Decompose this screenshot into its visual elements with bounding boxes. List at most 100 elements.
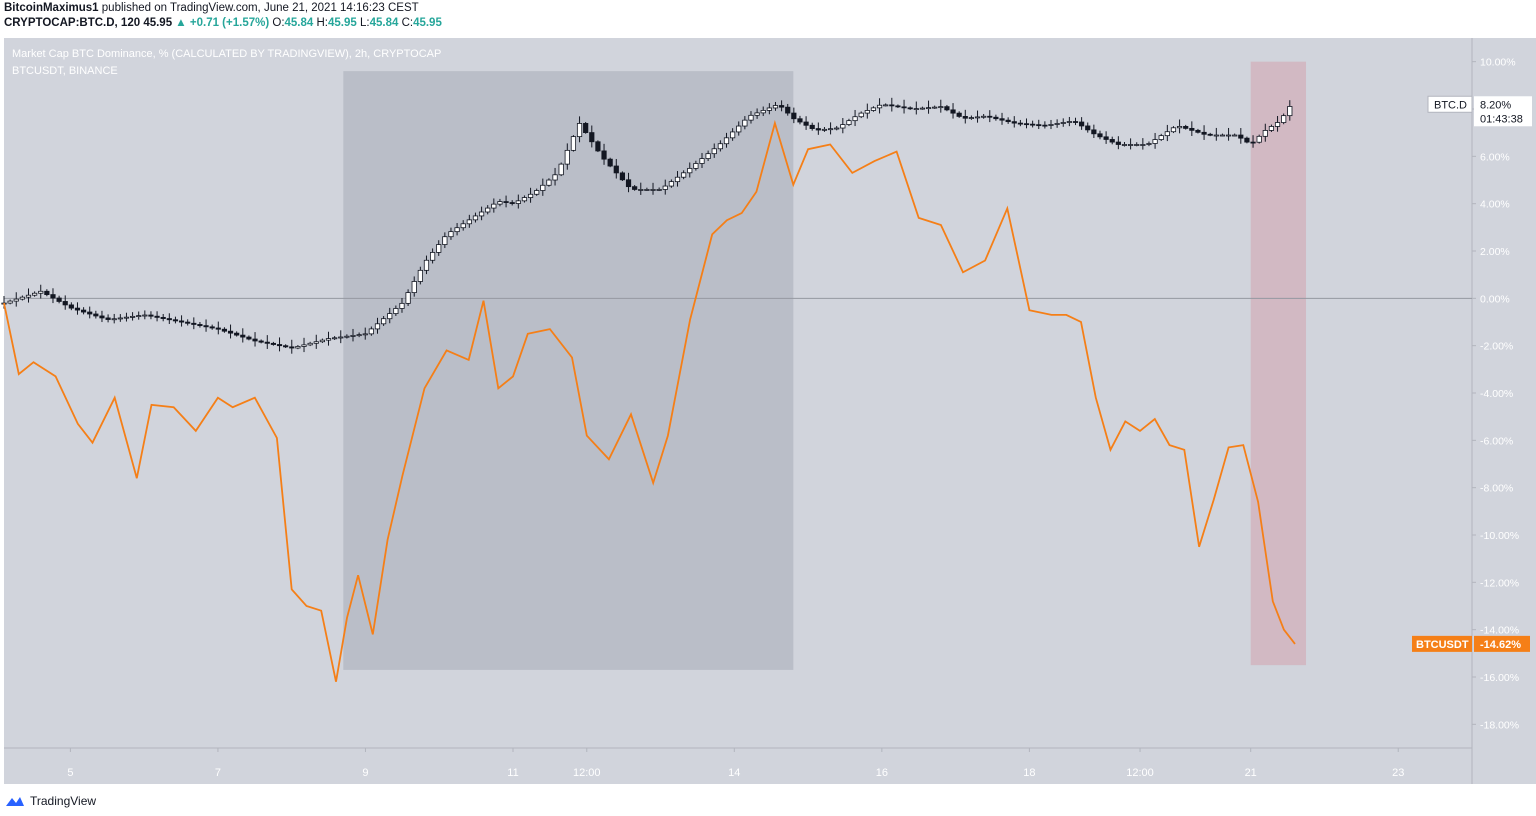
published-text: published on TradingView.com, June 21, 2… xyxy=(101,2,419,14)
btcd-candle-body-17 xyxy=(105,317,111,320)
btcd-candle-body-48 xyxy=(295,346,301,349)
high-label: H: xyxy=(316,17,329,29)
btcd-candle-body-173 xyxy=(1060,122,1066,124)
btcd-candle-body-10 xyxy=(62,301,68,306)
btcd-candle-body-178 xyxy=(1091,129,1097,135)
btcd-candle-body-25 xyxy=(154,315,160,318)
price-chart[interactable]: 10.00%8.00%6.00%4.00%2.00%0.00%-2.00%-4.… xyxy=(0,36,1536,786)
btcd-candle-body-150 xyxy=(919,107,926,110)
x-tick-label-7: 18 xyxy=(1023,767,1035,779)
btcd-candle-body-76 xyxy=(466,219,472,225)
btcd-candle-body-56 xyxy=(344,335,350,338)
btcd-candle-body-37 xyxy=(227,330,234,334)
btcd-candle-body-141 xyxy=(864,110,870,114)
btcd-candle-body-14 xyxy=(87,311,93,315)
tradingview-logo-icon xyxy=(6,797,24,806)
btcd-candle-body-70 xyxy=(429,252,436,261)
btcd-candle-body-13 xyxy=(80,309,87,313)
btcd-candle-body-164 xyxy=(1005,119,1011,123)
btcd-candle-body-123 xyxy=(754,112,760,116)
btcd-candle-body-176 xyxy=(1079,121,1085,127)
btcd-candle-body-113 xyxy=(693,163,699,169)
btcd-candle-body-161 xyxy=(987,115,993,118)
btcd-candle-body-138 xyxy=(846,120,852,125)
btcd-candle-body-102 xyxy=(625,179,632,188)
btcd-candle-body-132 xyxy=(809,124,815,129)
x-tick-label-5: 14 xyxy=(728,767,740,779)
y-tick-label-7: -4.00% xyxy=(1480,388,1513,400)
chart-subtitle: BTCUSDT, BINANCE xyxy=(12,65,118,77)
btcd-candle-body-111 xyxy=(681,172,687,178)
btcd-candle-body-52 xyxy=(319,339,325,343)
btcd-candle-body-191 xyxy=(1170,127,1177,133)
btcd-candle-body-127 xyxy=(778,105,785,108)
btcd-candle-body-146 xyxy=(895,105,901,108)
btcd-candle-body-20 xyxy=(123,316,130,319)
x-tick-label-1: 7 xyxy=(215,767,221,779)
btcd-candle-body-28 xyxy=(172,319,179,322)
btcd-candle-body-114 xyxy=(699,158,705,164)
btcd-candle-body-166 xyxy=(1017,122,1023,125)
chart-title: Market Cap BTC Dominance, % (CALCULATED … xyxy=(12,48,441,60)
btcd-candle-body-6 xyxy=(38,290,44,294)
symbol-line: CRYPTOCAP:BTC.D, 120 45.95 ▲ +0.71 (+1.5… xyxy=(4,17,442,29)
btcd-candle-body-162 xyxy=(993,116,999,120)
btcd-candle-body-87 xyxy=(534,190,540,195)
y-tick-label-12: -14.00% xyxy=(1480,625,1519,637)
brand-name[interactable]: TradingView xyxy=(30,794,97,808)
y-tick-label-6: -2.00% xyxy=(1480,341,1513,353)
btcd-candle-body-8 xyxy=(50,294,56,299)
last-price: 45.95 xyxy=(143,17,173,29)
btcd-candle-body-204 xyxy=(1250,141,1256,144)
btcd-candle-body-109 xyxy=(668,181,674,187)
btcd-candle-body-154 xyxy=(944,106,950,111)
y-tick-label-4: 2.00% xyxy=(1480,246,1510,258)
author-name[interactable]: BitcoinMaximus1 xyxy=(4,2,99,14)
btcd-candle-body-189 xyxy=(1158,135,1164,140)
btcd-candle-body-196 xyxy=(1201,131,1207,135)
btcd-candle-body-68 xyxy=(417,269,423,282)
btcd-candle-body-55 xyxy=(338,336,344,339)
y-tick-label-9: -8.00% xyxy=(1480,483,1513,495)
btcd-candle-body-31 xyxy=(191,322,197,325)
btcd-candle-body-148 xyxy=(907,107,913,110)
btcd-candle-body-79 xyxy=(485,207,491,213)
btcd-candle-body-21 xyxy=(129,315,136,318)
x-tick-label-10: 23 xyxy=(1392,767,1404,779)
plot-area[interactable] xyxy=(4,38,1472,784)
btcd-candle-body-179 xyxy=(1097,133,1103,138)
btcd-candle-body-187 xyxy=(1146,143,1152,145)
btcd-candle-body-98 xyxy=(601,150,607,160)
price-axis[interactable] xyxy=(1472,38,1536,784)
btcd-candle-body-175 xyxy=(1072,121,1079,123)
btcd-candle-body-38 xyxy=(234,332,240,336)
btcd-candle-body-43 xyxy=(264,341,270,344)
btcd-candle-body-144 xyxy=(883,104,889,107)
btcd-last-value: 8.20% xyxy=(1480,99,1511,111)
btcd-candle-body-180 xyxy=(1103,136,1109,140)
btcd-candle-body-174 xyxy=(1066,121,1072,123)
btcd-candle-body-5 xyxy=(32,292,38,296)
btcd-candle-body-80 xyxy=(491,203,497,209)
btcd-candle-body-4 xyxy=(25,294,32,298)
high-value: 45.95 xyxy=(328,17,357,29)
x-tick-label-4: 12:00 xyxy=(573,767,601,779)
btcd-candle-body-61 xyxy=(374,323,381,330)
btcusdt-series-name: BTCUSDT xyxy=(1416,639,1469,651)
y-tick-label-11: -12.00% xyxy=(1480,577,1519,589)
btcd-candle-body-158 xyxy=(968,117,975,119)
btcd-candle-body-157 xyxy=(962,116,968,119)
btcd-candle-body-194 xyxy=(1189,127,1195,131)
btcd-candle-body-172 xyxy=(1054,123,1060,125)
btcd-candle-body-74 xyxy=(454,227,460,233)
btcd-candle-body-130 xyxy=(797,118,803,123)
btcd-candle-body-206 xyxy=(1262,130,1268,137)
btcd-candle-body-192 xyxy=(1176,126,1183,129)
shaded-region-1 xyxy=(1250,61,1307,666)
low-label: L: xyxy=(359,17,370,29)
btcd-candle-body-2 xyxy=(13,298,19,302)
btcd-candle-body-118 xyxy=(723,137,730,145)
btcd-candle-body-60 xyxy=(368,328,374,335)
btcd-candle-body-112 xyxy=(687,167,693,174)
btcd-candle-body-140 xyxy=(858,112,864,118)
